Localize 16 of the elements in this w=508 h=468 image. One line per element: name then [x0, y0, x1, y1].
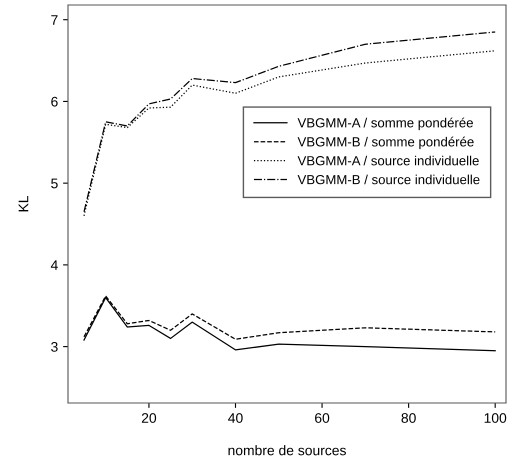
x-tick-label: 80: [402, 413, 416, 423]
x-tick-label: 100: [484, 413, 506, 423]
y-tick-label: 5: [51, 178, 58, 188]
x-tick-label: 60: [315, 413, 330, 423]
legend-label: VBGMM-A / somme pondérée: [298, 118, 473, 130]
legend-label: VBGMM-B / somme pondérée: [298, 136, 474, 150]
x-tick-label: 40: [228, 413, 243, 423]
y-axis-title: KL: [18, 196, 28, 212]
legend-label: VBGMM-A / source individuelle: [298, 156, 479, 166]
y-tick-label: 6: [51, 96, 58, 107]
y-tick-label: 7: [51, 15, 58, 25]
legend-label: VBGMM-B / source individuelle: [298, 174, 480, 184]
x-tick-label: 20: [142, 413, 156, 423]
y-tick-label: 3: [51, 342, 58, 352]
y-tick-label: 4: [50, 260, 58, 270]
x-axis-title: nombre de sources: [228, 445, 346, 456]
